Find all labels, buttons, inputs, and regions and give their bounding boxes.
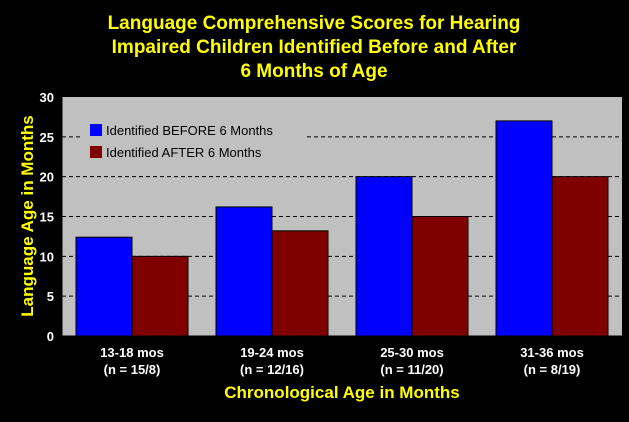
x-axis-title: Chronological Age in Months: [224, 383, 459, 402]
x-category-label: (n = 11/20): [380, 362, 443, 377]
legend-swatch-after: [90, 146, 102, 158]
bar-before: [75, 236, 133, 337]
legend-swatch-before: [90, 124, 102, 136]
chart-title-line-2: Impaired Children Identified Before and …: [112, 37, 517, 58]
x-category-label: (n = 8/19): [524, 362, 581, 377]
x-category-label: 31-36 mos: [520, 345, 584, 360]
bar-before: [495, 120, 553, 337]
legend-label-after: Identified AFTER 6 Months: [106, 145, 262, 160]
bar-after: [411, 216, 469, 337]
y-tick-label: 30: [40, 90, 54, 105]
x-category-label: 13-18 mos: [100, 345, 164, 360]
y-tick-label: 0: [47, 329, 54, 344]
x-category-labels: 13-18 mos (n = 15/8) 19-24 mos (n = 12/16) 2…: [100, 345, 584, 377]
y-tick-label: 10: [40, 249, 54, 264]
legend-label-before: Identified BEFORE 6 Months: [106, 123, 273, 138]
x-category-label: 19-24 mos: [240, 345, 304, 360]
x-category-label: (n = 15/8): [104, 362, 161, 377]
x-category-label: 25-30 mos: [380, 345, 444, 360]
x-category-label: (n = 12/16): [240, 362, 304, 377]
legend-box: [83, 115, 305, 165]
bar-after: [551, 176, 609, 337]
y-tick-label: 5: [47, 289, 54, 304]
y-tick-label: 15: [40, 210, 54, 225]
chart-title-line-3: 6 Months of Age: [240, 61, 387, 82]
legend: Identified BEFORE 6 Months Identified AF…: [83, 115, 305, 165]
bar-after: [271, 230, 329, 337]
y-tick-label: 25: [40, 130, 54, 145]
y-tick-labels: 0 5 10 15 20 25 30: [40, 90, 62, 344]
chart-title-line-1: Language Comprehensive Scores for Hearin…: [108, 13, 521, 34]
y-axis-title: Language Age in Months: [18, 115, 37, 316]
bar-before: [355, 176, 413, 337]
bar-before: [215, 206, 273, 337]
bar-after: [131, 255, 189, 337]
y-tick-label: 20: [40, 170, 54, 185]
chart-title: Language Comprehensive Scores for Hearin…: [108, 13, 521, 82]
